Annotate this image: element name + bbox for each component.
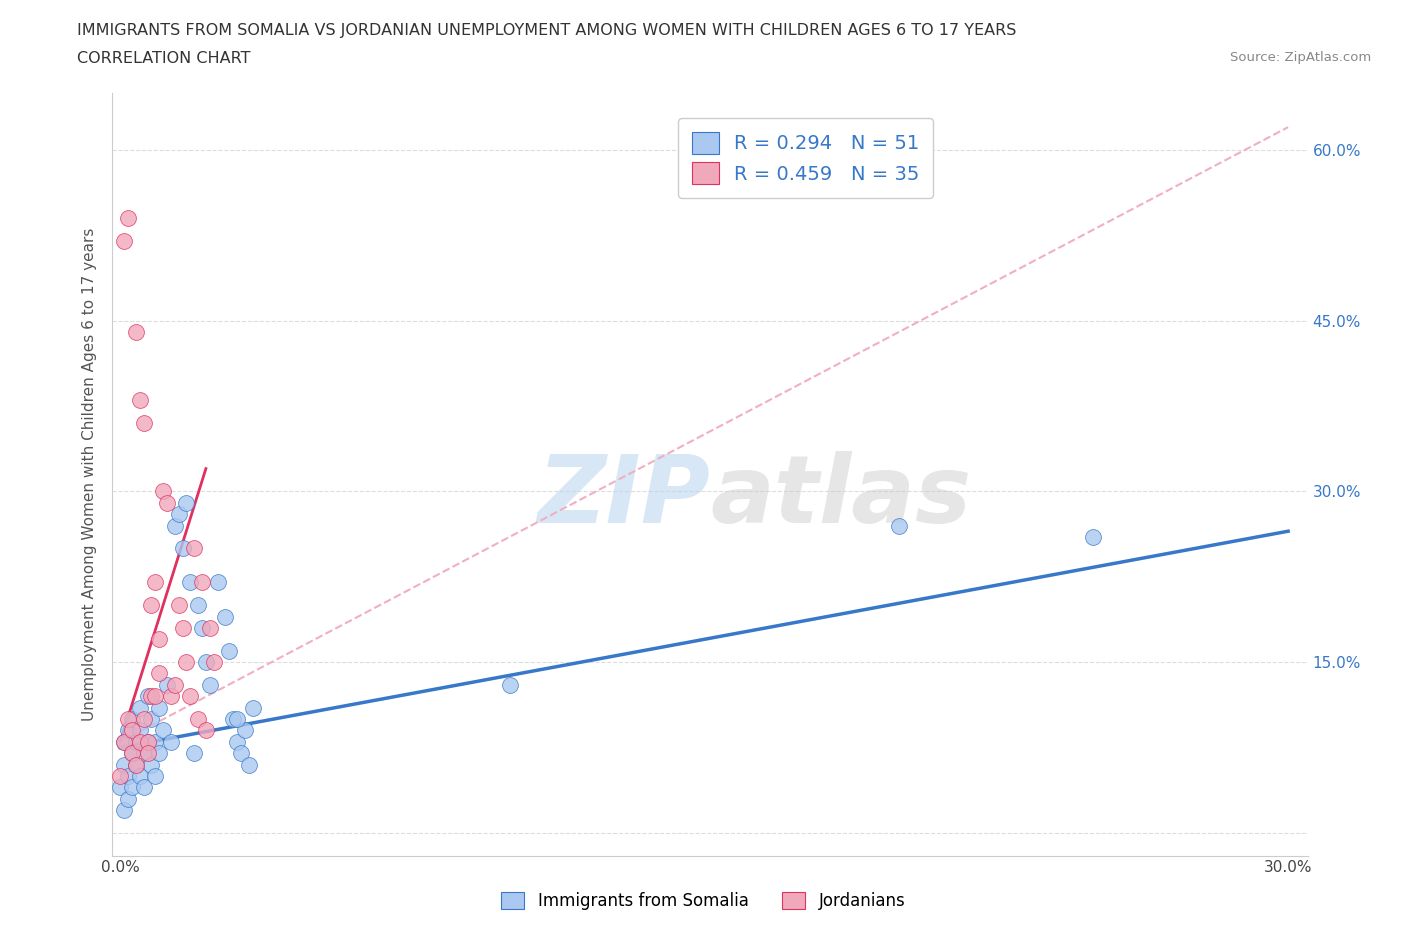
Point [125, 757, 148, 772]
Point [136, 735, 159, 750]
Point [167, 598, 190, 613]
Point [143, 575, 166, 590]
Point [117, 791, 139, 806]
Text: CORRELATION CHART: CORRELATION CHART [77, 51, 250, 66]
Point [163, 677, 186, 692]
Point [152, 723, 174, 737]
Point [121, 711, 143, 726]
Point [229, 746, 252, 761]
Point [218, 644, 240, 658]
Point [233, 723, 256, 737]
Point [141, 757, 163, 772]
Point [143, 735, 166, 750]
Point [167, 507, 190, 522]
Point [214, 609, 236, 624]
Point [238, 757, 260, 772]
Point [498, 677, 520, 692]
Point [117, 211, 139, 226]
Point [1083, 529, 1105, 544]
Point [136, 746, 159, 761]
Legend: Immigrants from Somalia, Jordanians: Immigrants from Somalia, Jordanians [494, 885, 912, 917]
Point [128, 700, 150, 715]
Point [132, 780, 155, 795]
Point [198, 620, 221, 635]
Point [132, 711, 155, 726]
Point [136, 689, 159, 704]
Point [172, 620, 194, 635]
Y-axis label: Unemployment Among Women with Children Ages 6 to 17 years: Unemployment Among Women with Children A… [82, 228, 97, 721]
Point [143, 768, 166, 783]
Point [191, 620, 214, 635]
Point [222, 711, 245, 726]
Point [148, 746, 170, 761]
Point [117, 723, 139, 737]
Point [207, 575, 229, 590]
Point [121, 746, 143, 761]
Point [141, 711, 163, 726]
Point [110, 768, 132, 783]
Point [194, 655, 217, 670]
Point [160, 735, 183, 750]
Point [176, 655, 198, 670]
Point [187, 598, 209, 613]
Point [191, 575, 214, 590]
Point [128, 723, 150, 737]
Point [117, 768, 139, 783]
Text: ZIP: ZIP [537, 451, 710, 543]
Point [112, 233, 135, 248]
Point [183, 746, 205, 761]
Point [125, 325, 148, 339]
Text: Source: ZipAtlas.com: Source: ZipAtlas.com [1230, 51, 1371, 64]
Point [242, 700, 264, 715]
Point [198, 677, 221, 692]
Point [156, 677, 179, 692]
Point [152, 484, 174, 498]
Point [121, 746, 143, 761]
Point [112, 735, 135, 750]
Point [172, 541, 194, 556]
Point [121, 723, 143, 737]
Point [128, 392, 150, 407]
Point [187, 711, 209, 726]
Point [176, 496, 198, 511]
Point [148, 700, 170, 715]
Point [110, 780, 132, 795]
Point [112, 803, 135, 817]
Point [194, 723, 217, 737]
Point [163, 518, 186, 533]
Point [160, 689, 183, 704]
Point [148, 666, 170, 681]
Point [887, 518, 910, 533]
Point [183, 541, 205, 556]
Legend: R = 0.294   N = 51, R = 0.459   N = 35: R = 0.294 N = 51, R = 0.459 N = 35 [678, 118, 934, 198]
Text: IMMIGRANTS FROM SOMALIA VS JORDANIAN UNEMPLOYMENT AMONG WOMEN WITH CHILDREN AGES: IMMIGRANTS FROM SOMALIA VS JORDANIAN UNE… [77, 23, 1017, 38]
Point [148, 631, 170, 646]
Point [112, 735, 135, 750]
Point [117, 711, 139, 726]
Point [132, 746, 155, 761]
Text: atlas: atlas [710, 451, 972, 543]
Point [179, 689, 201, 704]
Point [128, 735, 150, 750]
Point [156, 496, 179, 511]
Point [179, 575, 201, 590]
Point [143, 689, 166, 704]
Point [125, 757, 148, 772]
Point [141, 598, 163, 613]
Point [132, 416, 155, 431]
Point [136, 735, 159, 750]
Point [128, 768, 150, 783]
Point [125, 735, 148, 750]
Point [141, 689, 163, 704]
Point [112, 757, 135, 772]
Point [202, 655, 225, 670]
Point [226, 735, 249, 750]
Point [226, 711, 249, 726]
Point [121, 780, 143, 795]
